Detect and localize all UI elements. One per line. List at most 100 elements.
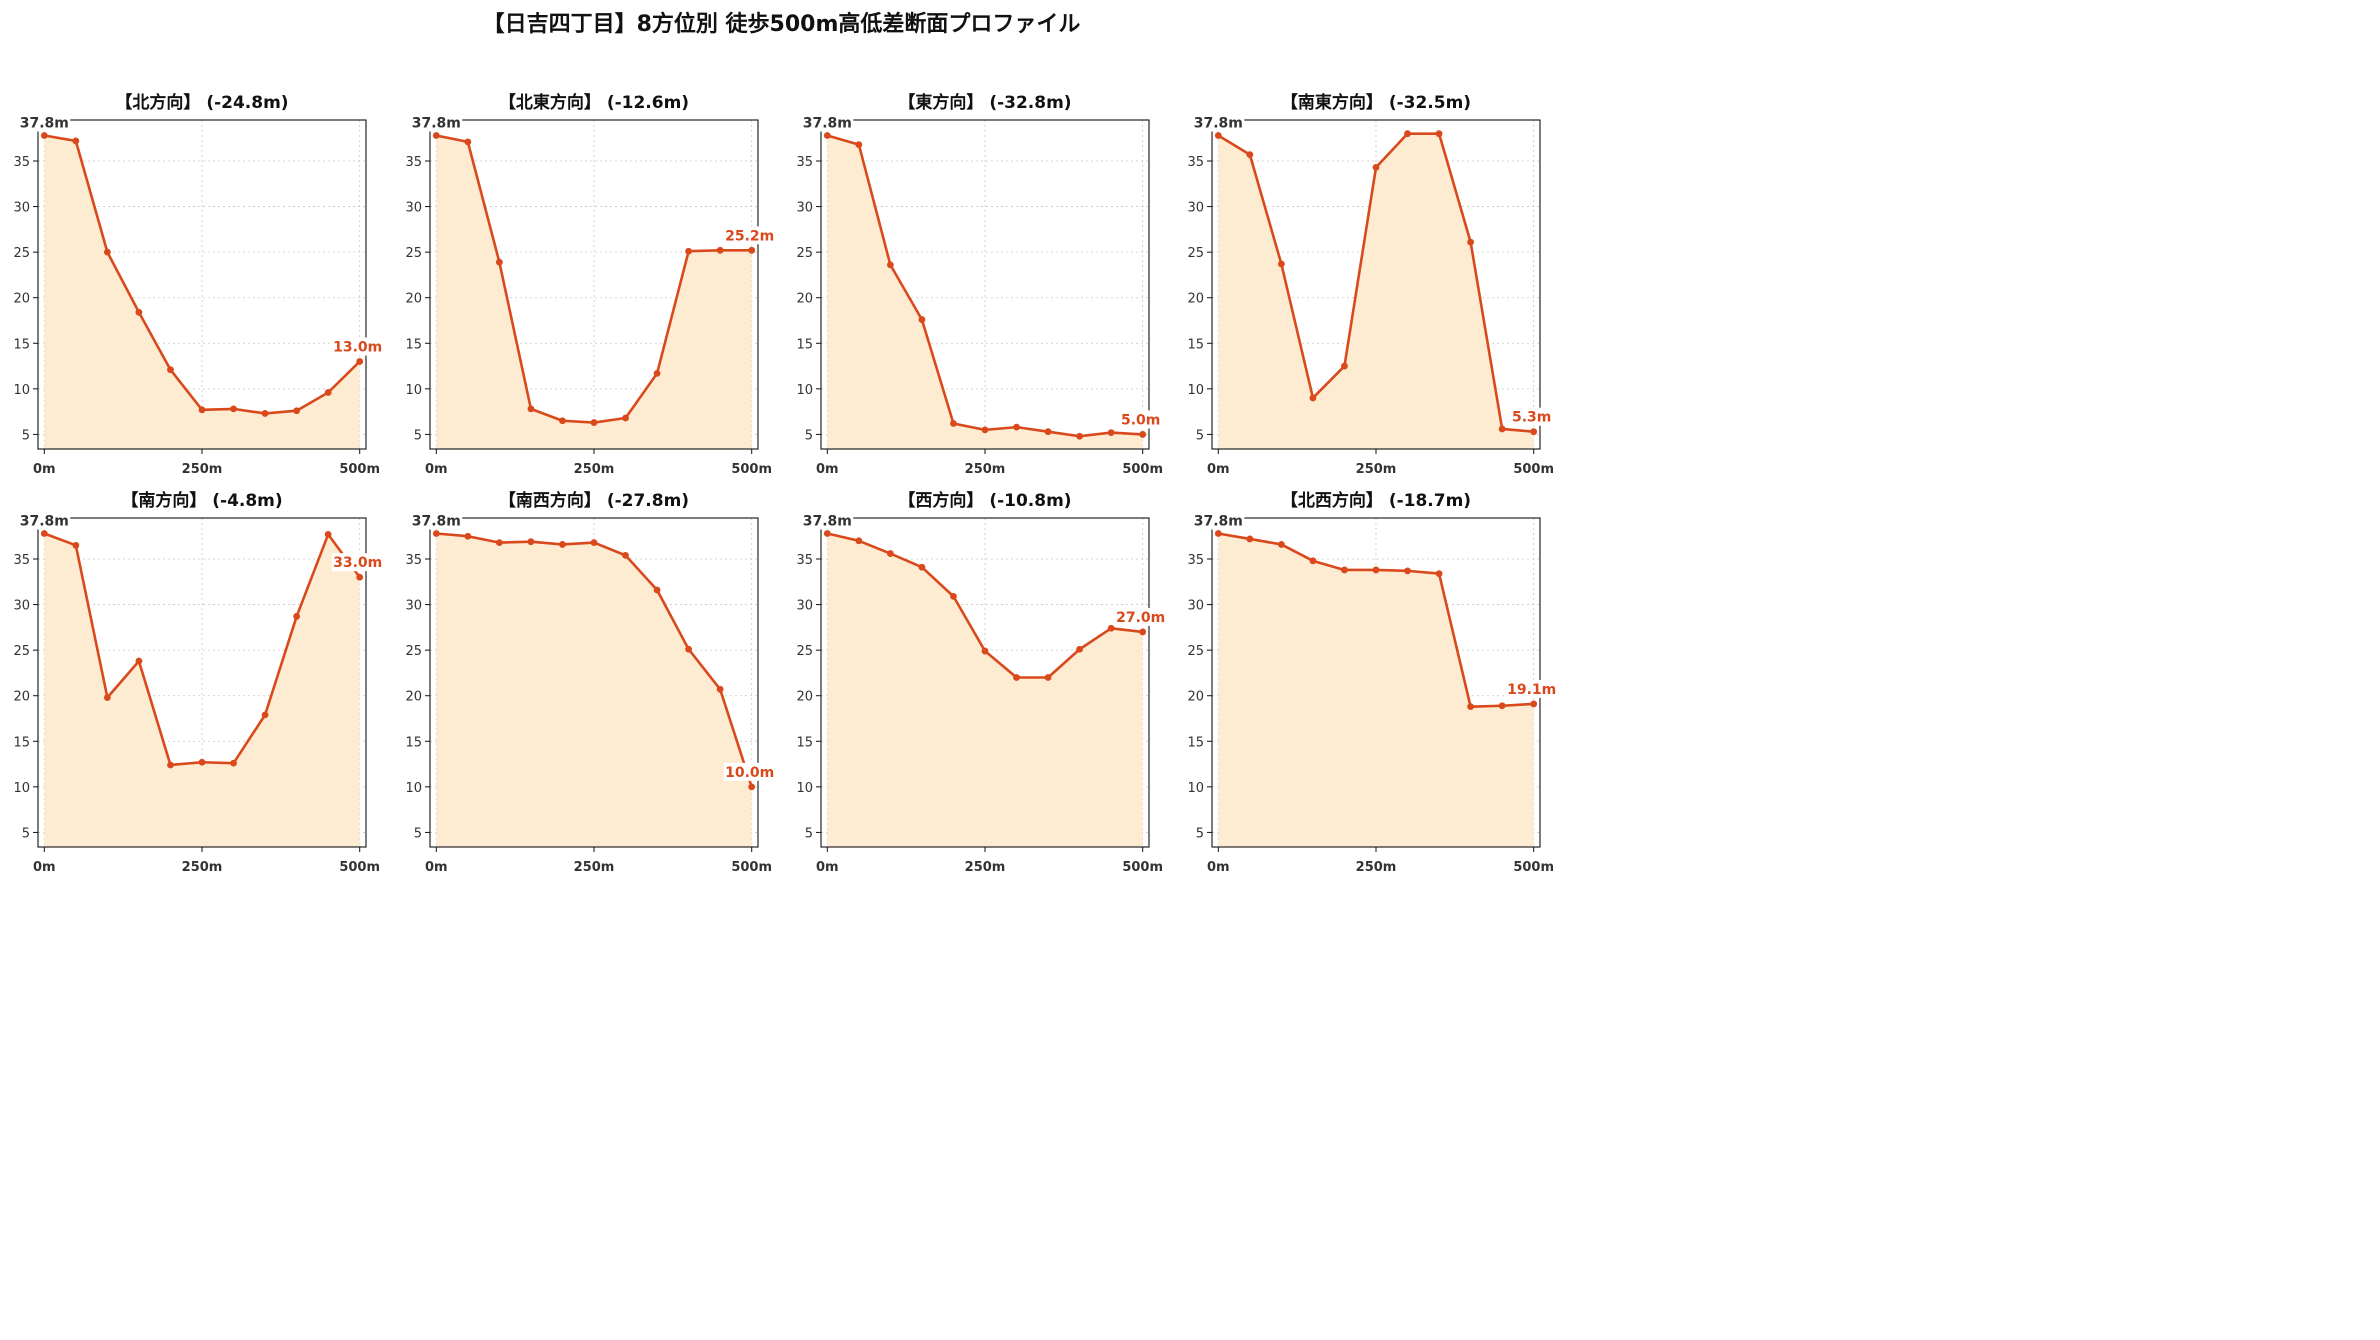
elevation-point — [622, 414, 629, 422]
y-tick-label: 15 — [1187, 337, 1204, 352]
elevation-point — [464, 532, 472, 540]
y-tick-label: 20 — [13, 690, 30, 705]
elevation-point — [1277, 260, 1285, 268]
x-tick-label: 0m — [816, 860, 839, 875]
elevation-point — [685, 247, 693, 255]
start-elevation-label: 37.8m — [20, 513, 69, 529]
start-label-bg — [410, 511, 463, 530]
elevation-point — [653, 586, 661, 594]
elevation-point — [1107, 624, 1115, 632]
x-tick-label: 500m — [731, 462, 772, 477]
elevation-point — [261, 711, 269, 719]
elevation-point — [1435, 570, 1443, 577]
y-tick-label: 30 — [13, 201, 30, 216]
elevation-point — [1341, 566, 1348, 574]
end-elevation-label: 27.0m — [1116, 610, 1165, 626]
elevation-point — [495, 539, 503, 547]
start-label-bg — [410, 113, 463, 132]
elevation-point — [1372, 566, 1380, 574]
y-tick-label: 5 — [805, 428, 813, 443]
elevation-area — [1218, 133, 1534, 450]
elevation-point — [1309, 557, 1317, 565]
chart-panel-4: 【南方向】 (-4.8m) 5 10 15 20 25 30 35 0m 250m 500m 37.8… — [13, 490, 384, 875]
x-tick-label: 250m — [1356, 462, 1397, 477]
y-tick-label: 35 — [13, 553, 30, 568]
elevation-point — [198, 406, 206, 414]
end-elevation-label: 25.2m — [725, 228, 774, 244]
x-tick-label: 250m — [965, 462, 1006, 477]
start-elevation-label: 37.8m — [803, 115, 852, 131]
y-tick-label: 10 — [405, 383, 422, 398]
end-label-bg — [1505, 679, 1558, 698]
end-elevation-label: 10.0m — [725, 765, 774, 781]
y-tick-label: 10 — [405, 781, 422, 796]
start-elevation-label: 37.8m — [1194, 513, 1243, 529]
y-tick-label: 5 — [414, 428, 422, 443]
elevation-area — [44, 533, 360, 847]
start-label-bg — [1192, 113, 1245, 132]
elevation-point — [356, 358, 364, 365]
x-tick-label: 500m — [731, 860, 772, 875]
y-tick-label: 35 — [405, 155, 422, 170]
y-tick-label: 10 — [1187, 781, 1204, 796]
y-tick-label: 30 — [796, 599, 813, 614]
y-tick-label: 20 — [796, 690, 813, 705]
elevation-point — [559, 541, 566, 548]
elevation-point — [1309, 394, 1317, 402]
y-tick-label: 35 — [1187, 553, 1204, 568]
y-tick-label: 15 — [405, 337, 422, 352]
elevation-point — [198, 758, 206, 766]
start-label-bg — [801, 511, 854, 530]
elevation-point — [823, 530, 831, 537]
end-label-bg — [1505, 407, 1558, 426]
y-tick-label: 20 — [405, 292, 422, 307]
elevation-point — [886, 261, 894, 269]
y-tick-label: 20 — [405, 690, 422, 705]
elevation-point — [1214, 530, 1222, 537]
elevation-point — [527, 538, 535, 546]
elevation-point — [748, 246, 756, 254]
elevation-point — [324, 531, 332, 538]
start-label-bg — [18, 113, 71, 132]
panel-title: 【北東方向】 (-12.6m) — [499, 92, 689, 113]
y-tick-label: 30 — [1187, 201, 1204, 216]
elevation-point — [950, 592, 957, 600]
y-tick-label: 15 — [13, 337, 30, 352]
chart-panel-5: 【南西方向】 (-27.8m) 5 10 15 20 25 30 35 0m 250m 500m 37… — [405, 490, 776, 875]
x-tick-label: 250m — [574, 860, 615, 875]
elevation-point — [748, 783, 756, 791]
y-tick-label: 5 — [805, 826, 813, 841]
start-label-bg — [18, 511, 71, 530]
elevation-point — [293, 613, 301, 620]
elevation-point — [1214, 132, 1222, 139]
x-tick-label: 500m — [1122, 462, 1163, 477]
start-elevation-label: 37.8m — [412, 115, 461, 131]
elevation-point — [716, 685, 724, 693]
y-tick-label: 20 — [1187, 690, 1204, 705]
elevation-point — [1246, 151, 1254, 159]
y-tick-label: 30 — [405, 201, 422, 216]
elevation-point — [432, 132, 440, 139]
elevation-point — [590, 419, 598, 426]
y-tick-label: 10 — [796, 383, 813, 398]
y-tick-label: 15 — [1187, 735, 1204, 750]
elevation-point — [464, 138, 472, 146]
y-tick-label: 30 — [1187, 599, 1204, 614]
elevation-point — [1139, 431, 1147, 438]
x-tick-label: 0m — [1207, 860, 1230, 875]
elevation-point — [559, 417, 566, 425]
start-elevation-label: 37.8m — [20, 115, 69, 131]
x-tick-label: 0m — [1207, 462, 1230, 477]
end-label-bg — [1114, 607, 1167, 626]
x-tick-label: 500m — [339, 860, 380, 875]
elevation-point — [1467, 238, 1475, 246]
y-tick-label: 25 — [405, 644, 422, 659]
y-tick-label: 5 — [414, 826, 422, 841]
x-tick-label: 250m — [1356, 860, 1397, 875]
elevation-point — [261, 410, 269, 417]
elevation-point — [1530, 428, 1538, 436]
elevation-point — [1044, 428, 1052, 436]
elevation-point — [167, 366, 174, 374]
elevation-point — [981, 647, 989, 655]
elevation-point — [1404, 567, 1411, 575]
